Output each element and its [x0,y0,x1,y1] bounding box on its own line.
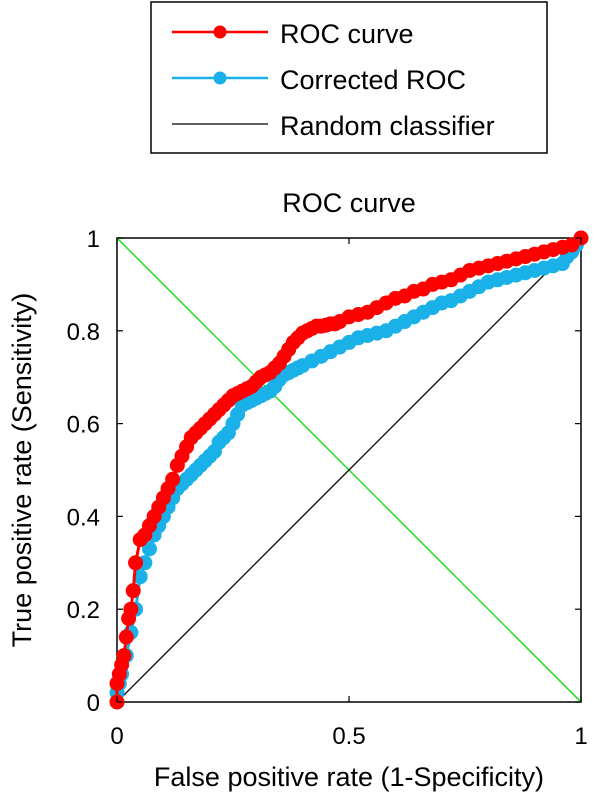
y-tick-label: 0.2 [67,597,100,624]
legend-entry-corrected: Corrected ROC [172,65,466,95]
y-tick-label: 0 [87,690,100,717]
y-tick-label: 0.6 [67,412,100,439]
legend-label-corrected: Corrected ROC [280,65,466,95]
legend-marker-corrected [213,71,227,85]
plot-area: 0 0.5 1 0 0.2 0.4 0.6 0.8 1 [67,226,589,750]
series-random [116,237,582,703]
legend-marker-roc [213,25,227,39]
series-layer [109,230,589,710]
x-tick-label: 0 [110,723,123,750]
series-line-random [116,237,582,703]
data-point-corrected [141,541,157,557]
chart-title: ROC curve [282,188,416,218]
data-point-roc [125,583,141,599]
tick-layer: 0 0.5 1 0 0.2 0.4 0.6 0.8 1 [67,226,588,750]
data-point-roc [123,601,139,617]
data-point-corrected [132,569,148,585]
legend-label-random: Random classifier [280,111,495,141]
data-point-roc [116,648,132,664]
data-point-roc [165,471,181,487]
data-point-roc [118,629,134,645]
data-point-roc [128,555,144,571]
y-tick-label: 1 [87,226,100,253]
legend-entry-random: Random classifier [172,111,495,141]
y-tick-label: 0.4 [67,504,100,531]
series-roc [109,230,589,710]
x-tick-label: 0.5 [332,723,365,750]
y-axis-label: True positive rate (Sensitivity) [7,293,37,648]
y-tick-label: 0.8 [67,319,100,346]
legend: ROC curve Corrected ROC Random classifie… [150,1,548,154]
legend-label-roc: ROC curve [280,19,414,49]
legend-entry-roc: ROC curve [172,19,414,49]
x-axis-label: False positive rate (1-Specificity) [154,762,544,792]
x-tick-label: 1 [574,723,587,750]
